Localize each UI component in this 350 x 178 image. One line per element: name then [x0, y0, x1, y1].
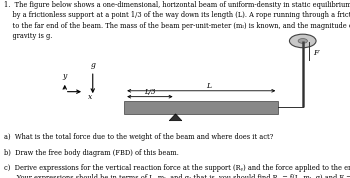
Text: L: L: [206, 82, 211, 90]
Text: x: x: [88, 93, 92, 101]
Circle shape: [289, 34, 316, 48]
Text: b)  Draw the free body diagram (FBD) of this beam.: b) Draw the free body diagram (FBD) of t…: [4, 149, 178, 157]
Text: a)  What is the total force due to the weight of the beam and where does it act?: a) What is the total force due to the we…: [4, 133, 273, 141]
Text: g: g: [90, 61, 95, 69]
Text: F: F: [313, 49, 318, 57]
Text: c)  Derive expressions for the vertical reaction force at the support (Rᵧ) and t: c) Derive expressions for the vertical r…: [4, 164, 350, 178]
Text: L/3: L/3: [144, 88, 156, 96]
Text: 1.  The figure below shows a one-dimensional, horizontal beam of uniform-density: 1. The figure below shows a one-dimensio…: [4, 1, 350, 40]
Circle shape: [298, 39, 307, 43]
Bar: [124, 101, 278, 114]
Polygon shape: [169, 114, 182, 121]
Text: y: y: [63, 72, 67, 80]
